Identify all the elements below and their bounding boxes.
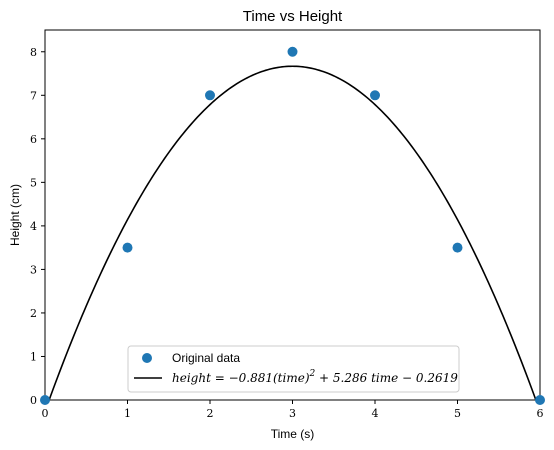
y-tick-label: 8 — [30, 46, 37, 59]
data-point — [205, 90, 215, 101]
y-tick-label: 4 — [30, 220, 37, 233]
x-tick-label: 0 — [42, 407, 49, 420]
data-point — [452, 242, 463, 253]
y-tick-label: 3 — [30, 263, 37, 276]
legend-scatter-label: Original data — [172, 351, 240, 365]
x-tick-label: 3 — [289, 407, 296, 420]
legend-eq-exponent: 2 — [309, 369, 316, 379]
y-tick-label: 0 — [30, 394, 37, 407]
legend-eq-prefix: height = −0.881(time) — [172, 371, 310, 385]
x-axis-ticks: 0 1 2 3 4 5 6 — [42, 400, 544, 420]
x-axis-label: Time (s) — [271, 427, 315, 441]
y-tick-label: 5 — [30, 176, 37, 189]
x-tick-label: 6 — [537, 407, 544, 420]
data-point — [535, 395, 545, 405]
x-tick-label: 5 — [454, 407, 461, 420]
legend: Original data height = −0.881(time)2 + 5… — [127, 345, 460, 393]
chart-title: Time vs Height — [243, 8, 343, 25]
y-tick-label: 7 — [30, 89, 37, 102]
y-tick-label: 1 — [30, 350, 37, 363]
x-tick-label: 1 — [124, 407, 131, 420]
legend-line-label: height = −0.881(time)2 + 5.286 time − 0.… — [172, 369, 458, 385]
y-tick-label: 2 — [30, 307, 37, 320]
data-points — [40, 46, 545, 405]
data-point — [40, 395, 50, 405]
y-tick-label: 6 — [30, 133, 37, 146]
data-point — [122, 242, 133, 253]
data-point — [287, 46, 298, 57]
legend-scatter-marker — [142, 353, 152, 363]
x-tick-label: 4 — [372, 407, 379, 420]
y-axis-ticks: 0 1 2 3 4 5 6 7 8 — [30, 46, 45, 407]
legend-box — [127, 345, 460, 393]
legend-eq-suffix: + 5.286 time − 0.2619 — [315, 371, 458, 385]
fit-curve — [45, 65, 540, 401]
plot-frame — [44, 29, 541, 401]
y-axis-label: Height (cm) — [8, 184, 22, 246]
plot-area — [44, 29, 541, 401]
data-point — [370, 90, 380, 101]
x-tick-label: 2 — [207, 407, 214, 420]
